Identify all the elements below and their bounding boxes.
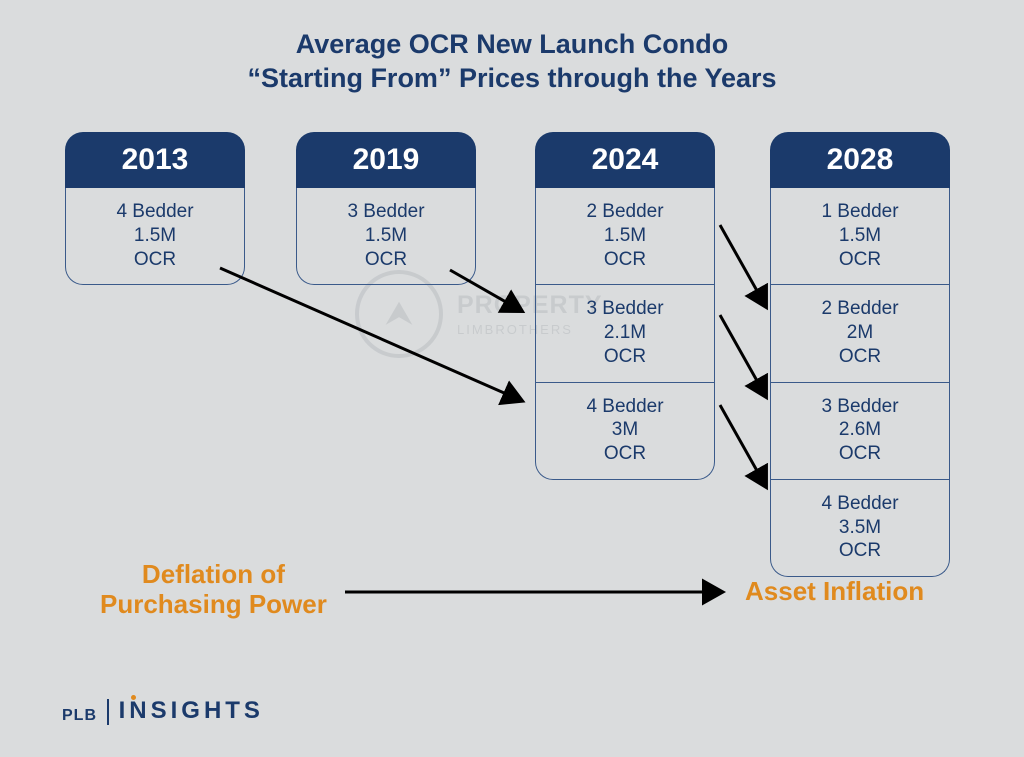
cell-price: 1.5M xyxy=(771,224,949,248)
cell-region: OCR xyxy=(771,248,949,272)
cell-region: OCR xyxy=(66,248,244,272)
price-cell: 2 Bedder2MOCR xyxy=(770,285,950,382)
price-cell: 3 Bedder2.1MOCR xyxy=(535,285,715,382)
cell-price: 2.6M xyxy=(771,418,949,442)
year-column-2028: 20281 Bedder1.5MOCR2 Bedder2MOCR3 Bedder… xyxy=(770,132,950,577)
year-header: 2013 xyxy=(65,132,245,188)
cell-region: OCR xyxy=(536,345,714,369)
chart-title: Average OCR New Launch Condo “Starting F… xyxy=(0,28,1024,96)
plb-insights-logo: PLB INSIGHTS xyxy=(62,697,264,725)
cell-type: 4 Bedder xyxy=(536,395,714,419)
callout-deflation: Deflation of Purchasing Power xyxy=(100,560,327,620)
price-cell: 4 Bedder3.5MOCR xyxy=(770,480,950,577)
price-cell: 1 Bedder1.5MOCR xyxy=(770,188,950,285)
plb-insights-word: INSIGHTS xyxy=(119,697,264,725)
cell-type: 4 Bedder xyxy=(66,200,244,224)
callout-inflation: Asset Inflation xyxy=(745,577,924,607)
cell-type: 2 Bedder xyxy=(536,200,714,224)
price-cell: 3 Bedder1.5MOCR xyxy=(296,188,476,285)
cell-price: 1.5M xyxy=(536,224,714,248)
logo-divider-icon xyxy=(107,699,109,725)
price-cell: 4 Bedder3MOCR xyxy=(535,383,715,480)
flow-arrow xyxy=(220,268,520,400)
year-header: 2024 xyxy=(535,132,715,188)
cell-region: OCR xyxy=(771,345,949,369)
cell-type: 2 Bedder xyxy=(771,297,949,321)
year-column-2024: 20242 Bedder1.5MOCR3 Bedder2.1MOCR4 Bedd… xyxy=(535,132,715,480)
cell-price: 2M xyxy=(771,321,949,345)
cell-region: OCR xyxy=(536,248,714,272)
cell-region: OCR xyxy=(297,248,475,272)
cell-type: 3 Bedder xyxy=(771,395,949,419)
flow-arrow xyxy=(720,225,765,305)
cell-price: 1.5M xyxy=(297,224,475,248)
cell-price: 1.5M xyxy=(66,224,244,248)
cell-type: 4 Bedder xyxy=(771,492,949,516)
year-column-2013: 20134 Bedder1.5MOCR xyxy=(65,132,245,285)
year-header: 2019 xyxy=(296,132,476,188)
title-line-2: “Starting From” Prices through the Years xyxy=(0,62,1024,96)
cell-region: OCR xyxy=(771,442,949,466)
plb-mark: PLB xyxy=(62,707,97,725)
cell-type: 3 Bedder xyxy=(297,200,475,224)
year-header: 2028 xyxy=(770,132,950,188)
flow-arrow xyxy=(720,405,765,485)
price-cell: 3 Bedder2.6MOCR xyxy=(770,383,950,480)
price-cell: 2 Bedder1.5MOCR xyxy=(535,188,715,285)
price-cell: 4 Bedder1.5MOCR xyxy=(65,188,245,285)
cell-region: OCR xyxy=(771,539,949,563)
cell-region: OCR xyxy=(536,442,714,466)
cell-price: 2.1M xyxy=(536,321,714,345)
cell-price: 3M xyxy=(536,418,714,442)
title-line-1: Average OCR New Launch Condo xyxy=(0,28,1024,62)
year-column-2019: 20193 Bedder1.5MOCR xyxy=(296,132,476,285)
flow-arrow xyxy=(720,315,765,395)
spark-dot-icon xyxy=(131,695,136,700)
cell-type: 3 Bedder xyxy=(536,297,714,321)
cell-type: 1 Bedder xyxy=(771,200,949,224)
cell-price: 3.5M xyxy=(771,516,949,540)
